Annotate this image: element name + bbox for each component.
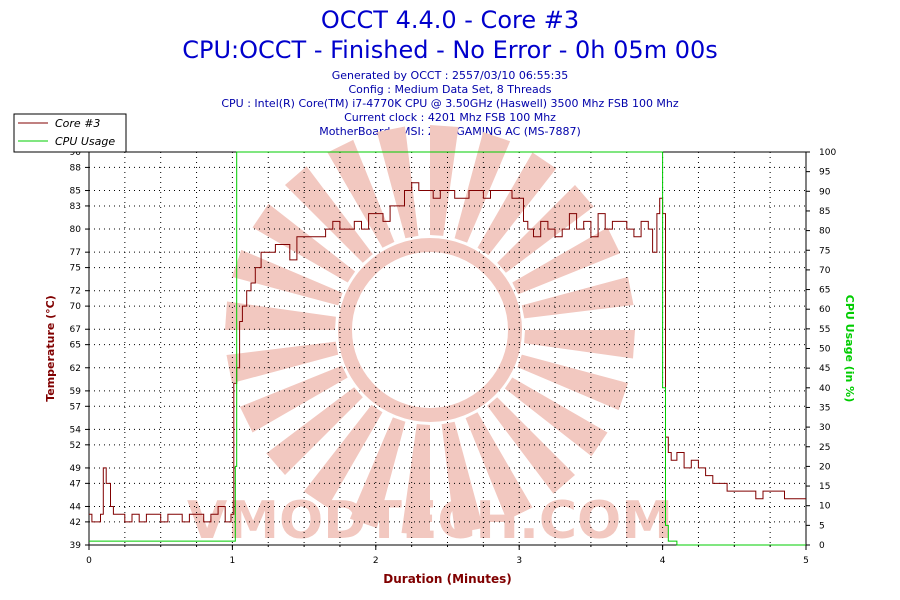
y2-tick-label: 45 <box>819 364 830 374</box>
watermark-ray <box>226 341 339 384</box>
watermark-ray <box>465 412 533 521</box>
y2-tick-label: 80 <box>819 227 831 237</box>
legend-label: Core #3 <box>55 117 100 130</box>
y2-tick-label: 35 <box>819 403 830 413</box>
x-tick-label: 2 <box>373 556 379 566</box>
chart-subtitle: CPU:OCCT - Finished - No Error - 0h 05m … <box>182 36 718 64</box>
y-tick-label: 39 <box>70 541 82 551</box>
watermark-ray <box>285 166 373 263</box>
y2-tick-label: 95 <box>819 168 830 178</box>
watermark: VMODTECH.COM <box>187 125 673 551</box>
x-tick-label: 1 <box>230 556 236 566</box>
legend: Core #3 CPU Usage <box>13 113 127 153</box>
watermark-ray <box>349 417 406 528</box>
y-tick-label: 72 <box>70 287 81 297</box>
legend-label: CPU Usage <box>55 135 115 148</box>
chart-title: OCCT 4.4.0 - Core #3 <box>320 6 580 34</box>
y-tick-label: 47 <box>70 479 81 489</box>
y-tick-label: 49 <box>70 464 82 474</box>
y2-tick-label: 100 <box>819 148 836 158</box>
axes: 3942444749525457596265677072757780838588… <box>44 148 856 586</box>
watermark-ray <box>512 227 621 295</box>
y2-tick-label: 65 <box>819 286 830 296</box>
info-cpu: CPU : Intel(R) Core(TM) i7-4770K CPU @ 3… <box>221 97 679 110</box>
y-tick-label: 70 <box>70 302 82 312</box>
watermark-ray <box>517 354 628 411</box>
y-tick-label: 67 <box>70 325 81 335</box>
series-group <box>89 151 806 546</box>
y-tick-label: 77 <box>70 248 81 258</box>
watermark-ray <box>239 365 348 433</box>
grid <box>88 151 807 546</box>
y2-tick-label: 70 <box>819 266 831 276</box>
y-tick-label: 54 <box>70 425 82 435</box>
y2-tick-label: 20 <box>819 462 831 472</box>
y2-tick-label: 75 <box>819 246 830 256</box>
y-tick-label: 57 <box>70 402 81 412</box>
y2-tick-label: 40 <box>819 384 831 394</box>
watermark-ray <box>430 125 459 236</box>
y2-tick-label: 10 <box>819 502 831 512</box>
y2-tick-label: 85 <box>819 207 830 217</box>
y-tick-label: 80 <box>70 225 82 235</box>
watermark-ray <box>303 404 383 508</box>
info-clock: Current clock : 4201 Mhz FSB 100 Mhz <box>344 111 556 124</box>
info-config: Config : Medium Data Set, 8 Threads <box>348 83 552 96</box>
watermark-ray <box>487 397 575 494</box>
y2-tick-label: 30 <box>819 423 831 433</box>
watermark-ray <box>232 249 343 306</box>
legend-box <box>13 113 127 153</box>
y-tick-label: 75 <box>70 264 81 274</box>
y2-tick-label: 0 <box>819 541 825 551</box>
watermark-ray <box>504 377 608 457</box>
watermark-ray <box>441 421 484 534</box>
y2-tick-label: 55 <box>819 325 830 335</box>
y2-tick-label: 50 <box>819 345 831 355</box>
y2-tick-label: 60 <box>819 305 831 315</box>
y2-tick-label: 15 <box>819 482 830 492</box>
y-tick-label: 90 <box>70 148 82 158</box>
y-tick-label: 52 <box>70 441 81 451</box>
y-tick-label: 65 <box>70 341 81 351</box>
x-axis-title: Duration (Minutes) <box>383 572 511 586</box>
y-tick-label: 83 <box>70 202 81 212</box>
y2-tick-label: 25 <box>819 443 830 453</box>
y-tick-label: 42 <box>70 518 81 528</box>
y-tick-label: 88 <box>70 163 82 173</box>
y-tick-label: 44 <box>70 502 82 512</box>
y-tick-label: 59 <box>70 387 82 397</box>
y-tick-label: 62 <box>70 364 81 374</box>
series-line-cpu-usage <box>89 151 806 546</box>
x-tick-label: 0 <box>86 556 92 566</box>
y2-tick-label: 90 <box>819 187 831 197</box>
y2-tick-label: 5 <box>819 521 825 531</box>
y-axis-title: Temperature (°C) <box>44 295 57 402</box>
y2-axis-title: CPU Usage (in %) <box>843 295 856 402</box>
watermark-ray <box>477 152 557 256</box>
watermark-ray <box>225 301 336 330</box>
watermark-ray <box>401 424 430 535</box>
y-tick-label: 85 <box>70 187 81 197</box>
watermark-ray <box>376 126 419 239</box>
watermark-text: VMODTECH.COM <box>187 491 673 551</box>
x-tick-label: 3 <box>516 556 522 566</box>
watermark-ray <box>521 276 634 319</box>
plot-area <box>88 151 807 546</box>
watermark-ray <box>327 139 395 248</box>
watermark-ring <box>338 238 522 422</box>
watermark-ray <box>252 203 356 283</box>
watermark-ray <box>266 387 363 475</box>
x-tick-label: 4 <box>660 556 666 566</box>
x-tick-label: 5 <box>803 556 809 566</box>
watermark-ray <box>454 132 511 243</box>
watermark-ray <box>497 185 594 273</box>
info-generated: Generated by OCCT : 2557/03/10 06:55:35 <box>331 69 569 82</box>
